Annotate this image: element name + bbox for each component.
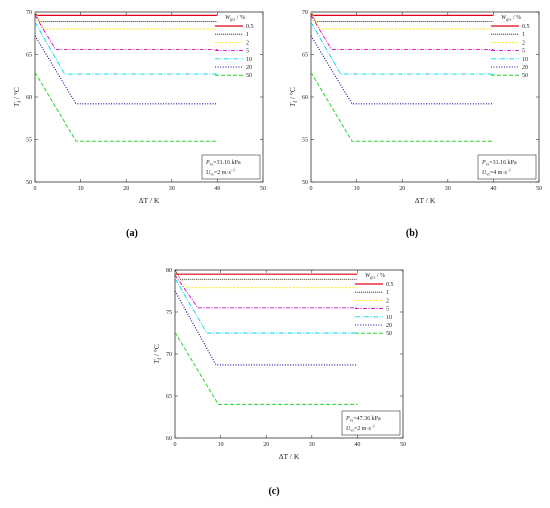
legend-entry-label: 2 (386, 298, 389, 304)
legend-entry-label: 10 (386, 315, 392, 321)
y-tick-label: 70 (26, 10, 32, 16)
legend-entry-label: 1 (386, 290, 389, 296)
series-line-1 (174, 269, 358, 280)
legend-entry-label: 2 (246, 40, 249, 46)
legend-entry-label: 50 (522, 73, 528, 79)
x-axis-label: ΔT / K (279, 452, 300, 461)
annotation-pressure: Pvs=47.36 kPa (345, 416, 381, 423)
y-tick-label: 60 (302, 95, 308, 101)
series-line-1 (310, 11, 494, 22)
series-line-20 (174, 290, 358, 366)
legend-entry-label: 20 (386, 323, 392, 329)
y-axis-label: Tf / °C (152, 344, 163, 364)
legend-entry-label: 20 (246, 65, 252, 71)
legend-title: Wgcs / % (225, 15, 245, 22)
chart-panel-a: 0 10 20 30 40 50 50 55 60 65 70 ΔT / K Tf / °C Wgcs /… (12, 10, 266, 239)
x-tick-label: 30 (169, 186, 175, 192)
series-line-10 (34, 21, 218, 75)
x-tick-label: 0 (310, 186, 313, 192)
y-tick-label: 65 (302, 53, 308, 59)
chart-panel-b: 0 10 20 30 40 50 50 55 60 65 70 ΔT / K Tf / °C Wgcs /… (288, 10, 542, 239)
legend-title: Wgcs / % (501, 15, 521, 22)
legend-entry-label: 10 (522, 57, 528, 63)
annotation-pressure: Pvs=31.16 kPa (205, 160, 241, 167)
x-tick-label: 50 (260, 186, 266, 192)
series-line-5 (34, 15, 218, 50)
x-tick-label: 40 (214, 186, 220, 192)
y-tick-label: 70 (166, 352, 172, 358)
panel-label: (b) (406, 228, 418, 239)
legend-entry-label: 5 (386, 307, 389, 313)
series-line-5 (174, 274, 358, 309)
y-axis-label: Tf / °C (288, 87, 299, 107)
y-tick-label: 50 (26, 180, 32, 186)
x-tick-label: 20 (123, 186, 129, 192)
x-tick-label: 10 (354, 186, 360, 192)
legend-entry-label: 1 (246, 32, 249, 38)
x-tick-label: 30 (309, 442, 315, 448)
x-tick-label: 0 (174, 442, 177, 448)
x-tick-label: 20 (263, 442, 269, 448)
x-tick-label: 10 (218, 442, 224, 448)
series-line-50 (174, 331, 358, 405)
legend-entry-label: 50 (246, 73, 252, 79)
x-axis-label: ΔT / K (415, 196, 436, 205)
panel-label: (a) (126, 228, 138, 239)
x-tick-label: 50 (536, 186, 542, 192)
annotation-box (201, 154, 261, 180)
legend-entry-label: 5 (246, 49, 249, 55)
y-tick-label: 55 (302, 138, 308, 144)
series-line-50 (310, 72, 494, 142)
x-tick-label: 40 (354, 442, 360, 448)
x-tick-label: 10 (78, 186, 84, 192)
series-line-0-5 (174, 269, 358, 275)
legend-entry-label: 1 (522, 32, 525, 38)
annotation-velocity: Uvs=2 m·s−1 (346, 424, 375, 433)
y-tick-label: 65 (166, 394, 172, 400)
legend-entry-label: 0.5 (386, 282, 394, 288)
series-line-20 (310, 35, 494, 105)
series-line-20 (34, 35, 218, 105)
x-axis-label: ΔT / K (139, 196, 160, 205)
series-line-50 (34, 72, 218, 142)
y-tick-label: 55 (26, 138, 32, 144)
y-tick-label: 60 (166, 436, 172, 442)
y-tick-label: 75 (166, 310, 172, 316)
annotation-pressure: Pvs=31.16 kPa (481, 160, 517, 167)
legend-entry-label: 10 (246, 57, 252, 63)
series-line-2 (34, 11, 218, 30)
annotation-box (341, 410, 401, 436)
x-tick-label: 20 (399, 186, 405, 192)
legend-entry-label: 50 (386, 331, 392, 337)
annotation-velocity: Uvs=2 m·s−1 (206, 168, 235, 177)
annotation-velocity: Uvs=4 m·s−1 (482, 168, 511, 177)
legend-entry-label: 0.5 (246, 24, 254, 30)
y-tick-label: 70 (302, 10, 308, 16)
series-line-1 (34, 11, 218, 22)
legend-entry-label: 2 (522, 40, 525, 46)
y-tick-label: 50 (302, 180, 308, 186)
x-tick-label: 50 (400, 442, 406, 448)
annotation-box (477, 154, 537, 180)
series-line-2 (174, 271, 358, 289)
chart-panel-c: 0 10 20 30 40 50 60 65 70 75 80 ΔT / K Tf / °C Wgcs /… (152, 268, 406, 497)
legend-entry-label: 0.5 (522, 24, 530, 30)
y-tick-label: 60 (26, 95, 32, 101)
x-tick-label: 40 (490, 186, 496, 192)
y-axis-label: Tf / °C (12, 87, 23, 107)
y-tick-label: 80 (166, 268, 172, 274)
y-tick-label: 65 (26, 53, 32, 59)
series-line-2 (310, 11, 494, 30)
x-tick-label: 30 (445, 186, 451, 192)
panel-label: (c) (268, 486, 279, 497)
series-line-10 (310, 21, 494, 75)
legend-entry-label: 5 (522, 49, 525, 55)
series-line-5 (310, 15, 494, 50)
x-tick-label: 0 (34, 186, 37, 192)
legend-title: Wgcs / % (365, 273, 385, 280)
legend-entry-label: 20 (522, 65, 528, 71)
series-line-10 (174, 278, 358, 334)
